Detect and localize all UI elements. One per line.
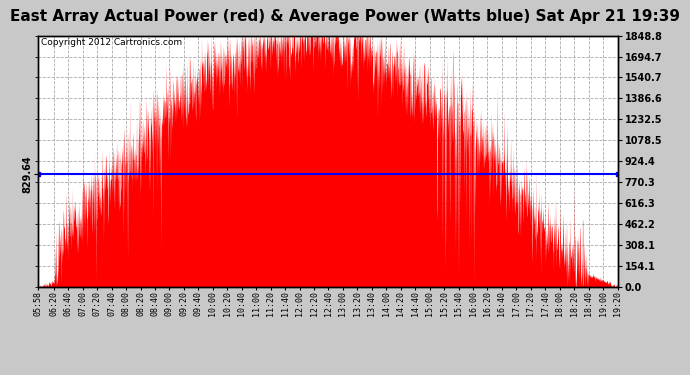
Text: East Array Actual Power (red) & Average Power (Watts blue) Sat Apr 21 19:39: East Array Actual Power (red) & Average … (10, 9, 680, 24)
Text: Copyright 2012 Cartronics.com: Copyright 2012 Cartronics.com (41, 38, 182, 47)
